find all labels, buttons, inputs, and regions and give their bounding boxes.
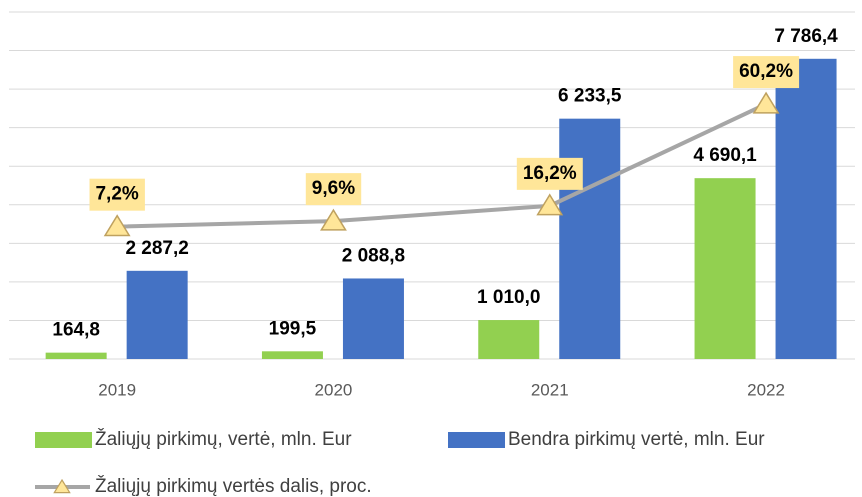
legend-swatch [35,432,92,448]
data-label: 2 088,8 [342,245,405,266]
bar [45,352,107,359]
x-tick-label: 2019 [98,380,136,399]
data-label: 164,8 [52,320,100,341]
data-label: 7 786,4 [774,26,838,47]
data-label-box: 60,2% [733,56,800,89]
data-label-box: 9,6% [305,173,362,206]
legend-label: Bendra pirkimų vertė, mln. Eur [508,429,765,450]
data-label: 16,2% [523,163,577,184]
line [117,102,767,229]
label-background [733,56,800,89]
label-background [305,173,362,206]
label-background [516,157,583,190]
bar [775,58,837,360]
bar [126,270,188,359]
marker [752,91,780,114]
data-label: 9,6% [312,178,355,199]
legend-swatch [448,432,505,448]
bar [694,178,756,359]
data-label-box: 7,2% [89,178,145,211]
x-tick-label: 2020 [315,380,353,399]
bar [342,278,404,359]
marker [320,208,347,231]
data-label: 1 010,0 [477,287,540,308]
legend-marker [53,478,71,494]
x-tick-label: 2022 [747,380,785,399]
legend-label: Žaliųjų pirkimų vertės dalis, proc. [95,475,372,497]
data-label: 6 233,5 [558,86,622,107]
data-label: 199,5 [269,318,317,339]
data-label: 2 287,2 [125,238,188,259]
marker [536,193,564,216]
legend-label: Žaliųjų pirkimų, vertė, mln. Eur [95,428,352,450]
marker [103,214,131,237]
label-background [89,178,145,211]
data-label: 7,2% [95,184,138,205]
data-label: 60,2% [739,61,793,82]
data-label: 4 690,1 [693,145,757,166]
bar [478,320,540,359]
bar [261,351,323,359]
bar [559,118,621,360]
data-label-box: 16,2% [516,157,583,190]
x-tick-label: 2021 [531,380,569,399]
